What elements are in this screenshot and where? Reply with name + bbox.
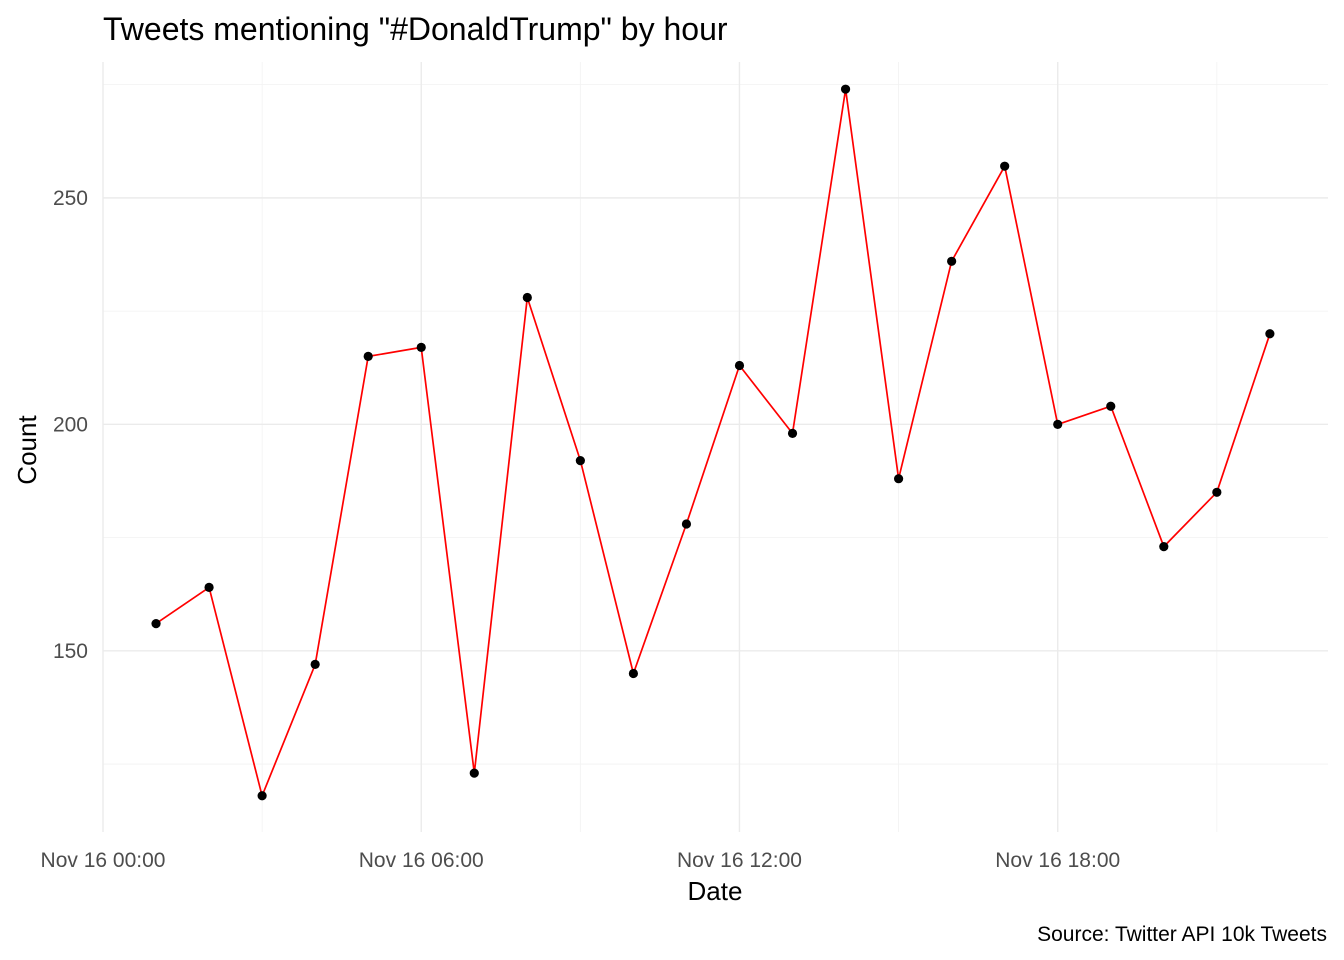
data-point [151,619,161,629]
y-tick-label: 250 [53,187,88,210]
data-point [1000,161,1010,171]
data-point [310,659,320,670]
chart-caption: Source: Twitter API 10k Tweets [1037,923,1327,946]
data-point [416,342,426,352]
y-axis-title: Count [12,415,42,485]
data-point [1212,487,1222,497]
y-tick-label: 200 [53,413,88,436]
data-point [787,428,798,439]
data-point [575,455,585,466]
chart-title: Tweets mentioning "#DonaldTrump" by hour [103,11,728,47]
y-tick-label: 150 [53,640,88,663]
data-point [469,768,479,778]
data-point [1053,419,1063,429]
x-axis-title: Date [688,876,743,906]
data-point [628,668,639,679]
data-point [681,519,692,529]
series-layer [151,84,1275,801]
x-tick-label: Nov 16 18:00 [995,849,1120,872]
tick-labels: 150 200 250 Nov 16 00:00 Nov 16 06:00 Nov 16 … [41,187,1121,872]
x-tick-label: Nov 16 12:00 [677,849,802,872]
x-tick-label: Nov 16 06:00 [359,849,484,872]
data-point [734,360,745,371]
gridlines [102,62,1328,832]
data-point [522,292,532,303]
data-point [1265,329,1275,339]
data-point [257,791,267,801]
data-point [363,351,373,362]
data-point [947,256,957,266]
series-line [155,88,1271,797]
data-point [1106,401,1116,411]
x-tick-label: Nov 16 00:00 [41,849,166,872]
data-point [1159,542,1169,552]
data-point [894,474,904,484]
data-point [204,582,214,593]
data-point [840,84,851,94]
